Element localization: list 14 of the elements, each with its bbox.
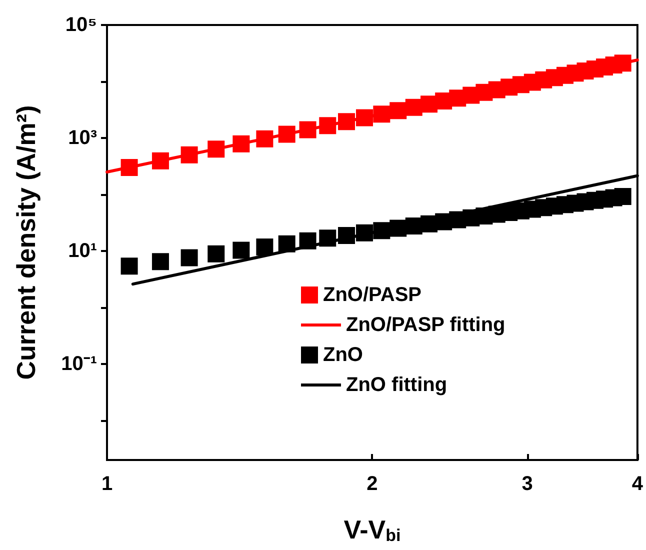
x-axis-title: V-Vbi: [344, 514, 401, 545]
y-tick-label: 10⁻¹: [61, 353, 98, 376]
legend-label: ZnO fitting: [346, 374, 448, 396]
y-tick-label: 10³: [68, 127, 98, 149]
y-tick-label: 10⁵: [65, 14, 97, 36]
legend-label: ZnO/PASP: [323, 284, 422, 306]
x-tick-label: 4: [632, 473, 644, 495]
y-tick-label: 10¹: [68, 240, 98, 262]
legend-label: ZnO/PASP fitting: [346, 314, 506, 336]
x-tick-label: 3: [522, 473, 533, 495]
y-axis-title: Current density (A/m²): [11, 105, 41, 380]
legend-label: ZnO: [323, 344, 363, 366]
x-tick-label: 2: [366, 473, 378, 495]
x-tick-label: 1: [101, 473, 113, 495]
